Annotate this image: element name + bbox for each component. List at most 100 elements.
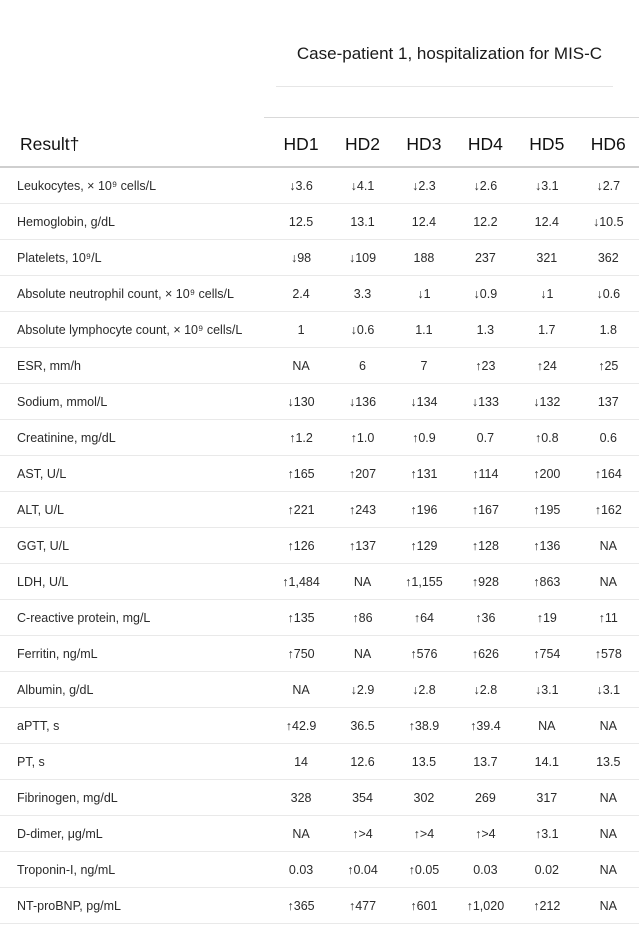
hd2-value: ↑86 <box>331 599 394 636</box>
table-row: Albumin, g/dL NA ↓2.9 ↓2.8 ↓2.8 ↓3.1 ↓3.1 <box>0 671 639 708</box>
result-label: Hemoglobin, g/dL <box>0 203 271 240</box>
hd5-value: ↓1 <box>516 275 578 312</box>
result-label: Fibrinogen, mg/dL <box>0 779 271 816</box>
result-label: NT-proBNP, pg/mL <box>0 887 271 924</box>
hd2-value: ↑477 <box>331 887 394 924</box>
table-row: ESR, mm/h NA 6 7 ↑23 ↑24 ↑25 <box>0 347 639 384</box>
hd2-value: ↓0.6 <box>331 311 394 348</box>
result-label: PT, s <box>0 743 271 780</box>
hd5-value: ↓132 <box>516 383 578 420</box>
hd4-column-header: HD4 <box>454 122 517 168</box>
result-label: C-reactive protein, mg/L <box>0 599 271 636</box>
result-label: Troponin-I, ng/mL <box>0 851 271 888</box>
hd3-value: 302 <box>393 779 455 816</box>
result-label: Sodium, mmol/L <box>0 383 271 420</box>
hd4-value: 269 <box>454 779 517 816</box>
hd3-value: ↓1 <box>393 275 455 312</box>
table-row: Absolute neutrophil count, × 10⁹ cells/L… <box>0 275 639 312</box>
hd1-value: 14 <box>270 743 332 780</box>
hd6-value: ↓0.6 <box>577 275 639 312</box>
hd3-value: 7 <box>393 347 455 384</box>
hd6-value: ↑162 <box>577 491 639 528</box>
hd4-value: ↑928 <box>454 563 517 600</box>
result-label: Absolute neutrophil count, × 10⁹ cells/L <box>0 275 271 312</box>
header-divider <box>264 117 639 118</box>
hd1-value: ↑750 <box>270 635 332 672</box>
table-row: Troponin-I, ng/mL 0.03 ↑0.04 ↑0.05 0.03 0.02 N… <box>0 851 639 888</box>
hd3-value: ↑129 <box>393 527 455 564</box>
caption-divider <box>276 86 613 87</box>
hd1-value: NA <box>270 815 332 852</box>
hd1-value: ↑365 <box>270 887 332 924</box>
hd6-value: NA <box>577 563 639 600</box>
hd5-value: ↑200 <box>516 455 578 492</box>
hd2-value: 3.3 <box>331 275 394 312</box>
hd6-value: ↑11 <box>577 599 639 636</box>
hd6-value: 0.6 <box>577 419 639 456</box>
hd5-value: ↑0.8 <box>516 419 578 456</box>
hd2-value: 12.6 <box>331 743 394 780</box>
hd5-value: ↑754 <box>516 635 578 672</box>
hd6-value: NA <box>577 707 639 744</box>
hd3-value: ↑0.9 <box>393 419 455 456</box>
result-label: D-dimer, μg/mL <box>0 815 271 852</box>
hd6-value: ↓2.7 <box>577 167 639 204</box>
hd1-value: 328 <box>270 779 332 816</box>
hd3-value: ↑131 <box>393 455 455 492</box>
hd1-value: ↑1.2 <box>270 419 332 456</box>
hd5-value: NA <box>516 707 578 744</box>
result-label: aPTT, s <box>0 707 271 744</box>
hd1-value: NA <box>270 671 332 708</box>
hd5-value: ↑136 <box>516 527 578 564</box>
lab-results-table: Result† HD1 HD2 HD3 HD4 HD5 HD6 Leukocyt… <box>0 122 639 924</box>
hd3-value: 188 <box>393 239 455 276</box>
hd1-value: 1 <box>270 311 332 348</box>
hd4-value: 12.2 <box>454 203 517 240</box>
hd2-value: ↑207 <box>331 455 394 492</box>
hd2-value: ↑243 <box>331 491 394 528</box>
hd4-value: ↓2.8 <box>454 671 517 708</box>
hd4-value: ↑36 <box>454 599 517 636</box>
table-row: AST, U/L ↑165 ↑207 ↑131 ↑114 ↑200 ↑164 <box>0 455 639 492</box>
result-label: AST, U/L <box>0 455 271 492</box>
table-row: Ferritin, ng/mL ↑750 NA ↑576 ↑626 ↑754 ↑578 <box>0 635 639 672</box>
hd1-value: ↑135 <box>270 599 332 636</box>
hd5-value: 12.4 <box>516 203 578 240</box>
hd2-value: ↓4.1 <box>331 167 394 204</box>
hd6-value: ↓3.1 <box>577 671 639 708</box>
result-label: ESR, mm/h <box>0 347 271 384</box>
hd6-column-header: HD6 <box>577 122 639 168</box>
hd6-value: NA <box>577 527 639 564</box>
table-row: D-dimer, μg/mL NA ↑>4 ↑>4 ↑>4 ↑3.1 NA <box>0 815 639 852</box>
result-label: Absolute lymphocyte count, × 10⁹ cells/L <box>0 311 271 348</box>
table-row: Platelets, 10⁹/L ↓98 ↓109 188 237 321 362 <box>0 239 639 276</box>
hd4-value: 0.03 <box>454 851 517 888</box>
hd3-value: ↑38.9 <box>393 707 455 744</box>
hd5-value: ↑212 <box>516 887 578 924</box>
table-row: Creatinine, mg/dL ↑1.2 ↑1.0 ↑0.9 0.7 ↑0.8 0.6 <box>0 419 639 456</box>
hd5-value: ↑863 <box>516 563 578 600</box>
hd6-value: ↑25 <box>577 347 639 384</box>
hd6-value: ↑164 <box>577 455 639 492</box>
hd1-value: ↓3.6 <box>270 167 332 204</box>
hd2-column-header: HD2 <box>331 122 394 168</box>
hd5-value: 0.02 <box>516 851 578 888</box>
hd3-value: 12.4 <box>393 203 455 240</box>
table-row: Leukocytes, × 10⁹ cells/L ↓3.6 ↓4.1 ↓2.3 ↓2.… <box>0 167 639 204</box>
hd4-value: ↑626 <box>454 635 517 672</box>
hd5-value: ↓3.1 <box>516 167 578 204</box>
hd4-value: ↑114 <box>454 455 517 492</box>
hd3-value: ↑601 <box>393 887 455 924</box>
table-row: aPTT, s ↑42.9 36.5 ↑38.9 ↑39.4 NA NA <box>0 707 639 744</box>
hd5-value: ↑24 <box>516 347 578 384</box>
hd2-value: ↓109 <box>331 239 394 276</box>
hd1-value: ↑221 <box>270 491 332 528</box>
hd4-value: ↑128 <box>454 527 517 564</box>
result-label: Platelets, 10⁹/L <box>0 239 271 276</box>
hd6-value: NA <box>577 815 639 852</box>
hd5-value: 14.1 <box>516 743 578 780</box>
hd4-value: ↑>4 <box>454 815 517 852</box>
hd6-value: ↑578 <box>577 635 639 672</box>
hd1-value: 0.03 <box>270 851 332 888</box>
hd5-value: 317 <box>516 779 578 816</box>
